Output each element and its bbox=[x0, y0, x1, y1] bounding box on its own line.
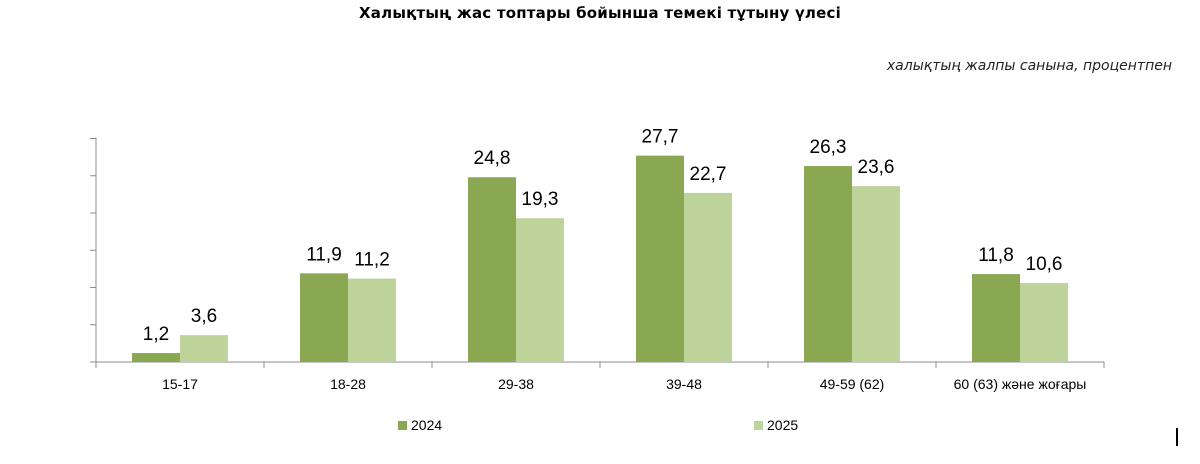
data-label: 23,6 bbox=[858, 157, 895, 178]
data-label: 10,6 bbox=[1026, 254, 1063, 275]
data-label: 11,2 bbox=[354, 250, 390, 271]
bar-2024-49-59 (62) bbox=[804, 166, 852, 362]
legend-label: 2024 bbox=[411, 417, 442, 433]
data-label: 1,2 bbox=[143, 324, 169, 345]
data-label: 27,7 bbox=[642, 127, 679, 148]
x-tick-label: 60 (63) және жоғары bbox=[954, 376, 1087, 392]
bar-2024-60 (63) және жоғары bbox=[972, 274, 1020, 362]
bar-2025-39-48 bbox=[684, 192, 732, 362]
bar-2024-39-48 bbox=[636, 155, 684, 362]
bar-2024-18-28 bbox=[300, 273, 348, 362]
text-cursor-mark bbox=[1176, 428, 1178, 446]
bar-2024-15-17 bbox=[132, 353, 180, 362]
bar-2025-15-17 bbox=[180, 335, 228, 362]
bar-2024-29-38 bbox=[468, 177, 516, 362]
legend-swatch-2024 bbox=[398, 421, 407, 430]
data-label: 22,7 bbox=[690, 164, 727, 185]
x-tick-label: 29-38 bbox=[498, 376, 534, 392]
bar-2025-18-28 bbox=[348, 278, 396, 362]
data-label: 3,6 bbox=[191, 306, 217, 327]
legend-label: 2025 bbox=[767, 417, 798, 433]
legend-swatch-2025 bbox=[754, 421, 763, 430]
chart-subtitle: халықтың жалпы санына, процентпен bbox=[886, 58, 1172, 74]
data-label: 11,8 bbox=[978, 245, 1014, 266]
bar-2025-60 (63) және жоғары bbox=[1020, 283, 1068, 362]
x-tick-label: 18-28 bbox=[330, 376, 366, 392]
bar-2025-29-38 bbox=[516, 218, 564, 362]
x-tick-label: 15-17 bbox=[162, 376, 198, 392]
x-tick-label: 49-59 (62) bbox=[820, 376, 885, 392]
data-label: 26,3 bbox=[810, 137, 847, 158]
data-label: 19,3 bbox=[522, 189, 559, 210]
chart-title: Халықтың жас топтары бойынша темекі тұты… bbox=[359, 4, 841, 22]
x-tick-label: 39-48 bbox=[666, 376, 702, 392]
bar-2025-49-59 (62) bbox=[852, 186, 900, 362]
data-label: 24,8 bbox=[474, 148, 511, 169]
data-label: 11,9 bbox=[306, 244, 342, 265]
